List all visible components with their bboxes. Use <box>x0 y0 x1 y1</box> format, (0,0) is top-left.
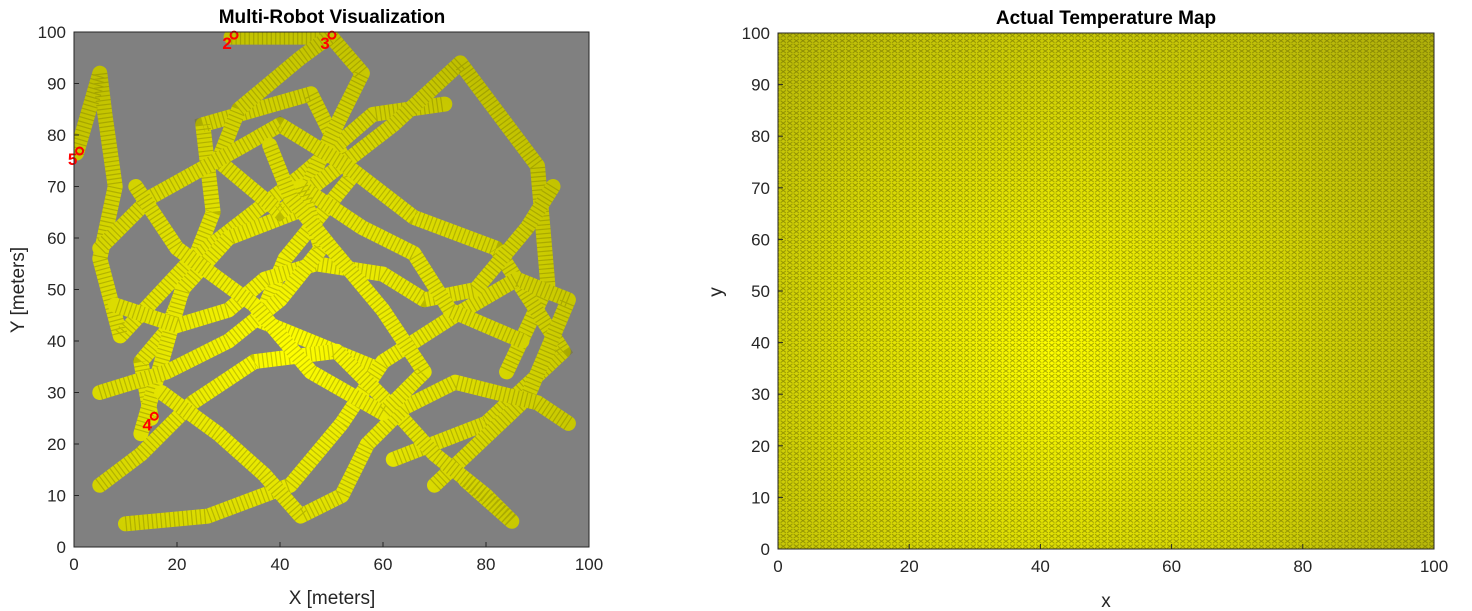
robot-trail-markers-9 <box>157 374 573 526</box>
right-y-tick-label: 0 <box>761 540 770 559</box>
left-y-tick-label: 90 <box>47 75 66 94</box>
left-y-tick-label: 20 <box>47 435 66 454</box>
robot-trails <box>74 32 579 532</box>
left-x-tick-label: 0 <box>69 555 78 574</box>
left-y-tick-label: 0 <box>57 538 66 557</box>
right-y-ticks: 0 10 20 30 40 50 60 70 80 90 100 <box>742 24 783 559</box>
robot-trail-9 <box>154 374 576 524</box>
left-y-ticks: 0 10 20 30 40 50 60 70 80 90 100 <box>38 23 79 557</box>
right-y-axis-label: y <box>706 287 727 297</box>
robot-marker-5 <box>75 146 85 156</box>
left-y-tick-label: 80 <box>47 126 66 145</box>
left-x-tick-label: 80 <box>477 555 496 574</box>
robot-label-4: 4 <box>143 415 153 434</box>
robot-trail-11 <box>128 137 432 421</box>
robot-markers: 5 2 3 4 <box>68 30 337 434</box>
right-y-tick-label: 40 <box>751 334 770 353</box>
right-y-tick-label: 10 <box>751 488 770 507</box>
left-x-tick-label: 100 <box>575 555 603 574</box>
left-y-tick-label: 50 <box>47 281 66 300</box>
right-x-tick-label: 0 <box>773 557 782 576</box>
left-y-tick-label: 70 <box>47 178 66 197</box>
robot-trail-markers-11 <box>129 142 434 423</box>
sample-grid-markers <box>778 33 1434 549</box>
robot-trail-6 <box>118 271 576 532</box>
left-x-ticks: 0 20 40 60 80 100 <box>69 542 603 574</box>
right-y-tick-label: 70 <box>751 179 770 198</box>
robot-marker-4 <box>149 411 159 421</box>
robot-label-5: 5 <box>68 150 77 169</box>
right-y-tick-label: 50 <box>751 282 770 301</box>
right-y-tick-label: 20 <box>751 437 770 456</box>
left-x-tick-label: 20 <box>168 555 187 574</box>
robot-trail-4 <box>210 32 556 380</box>
left-x-tick-label: 60 <box>374 555 393 574</box>
robot-label-2: 2 <box>222 34 231 53</box>
left-y-tick-label: 100 <box>38 23 66 42</box>
right-x-tick-label: 20 <box>900 557 919 576</box>
right-y-tick-label: 30 <box>751 385 770 404</box>
left-y-tick-label: 30 <box>47 384 66 403</box>
robot-trail-7 <box>92 343 520 529</box>
right-chart-title: Actual Temperature Map <box>996 8 1216 29</box>
right-y-tick-label: 60 <box>751 230 770 249</box>
right-x-axis-label: x <box>1101 591 1111 611</box>
robot-trail-2 <box>74 65 453 344</box>
right-chart: Actual Temperature Map 0 20 40 60 80 100 0 10 2… <box>706 8 1448 611</box>
left-x-tick-label: 40 <box>271 555 290 574</box>
left-y-tick-label: 60 <box>47 229 66 248</box>
left-chart-title: Multi-Robot Visualization <box>219 7 446 28</box>
left-y-axis-label: Y [meters] <box>8 247 29 333</box>
robot-trail-markers-7 <box>95 343 518 527</box>
right-x-ticks: 0 20 40 60 80 100 <box>773 544 1448 576</box>
right-y-tick-label: 100 <box>742 24 770 43</box>
left-x-axis-label: X [meters] <box>289 588 376 609</box>
right-x-tick-label: 60 <box>1162 557 1181 576</box>
robot-trail-1 <box>133 86 381 426</box>
right-y-tick-label: 80 <box>751 127 770 146</box>
robot-trail-markers-4 <box>209 32 556 376</box>
right-x-tick-label: 100 <box>1420 557 1448 576</box>
left-y-tick-label: 10 <box>47 487 66 506</box>
robot-label-3: 3 <box>320 34 329 53</box>
left-y-tick-label: 40 <box>47 332 66 351</box>
right-x-tick-label: 40 <box>1031 557 1050 576</box>
right-x-tick-label: 80 <box>1293 557 1312 576</box>
right-y-tick-label: 90 <box>751 76 770 95</box>
left-chart: Multi-Robot Visualization 5 2 3 4 0 20 40 60 80… <box>8 7 603 609</box>
